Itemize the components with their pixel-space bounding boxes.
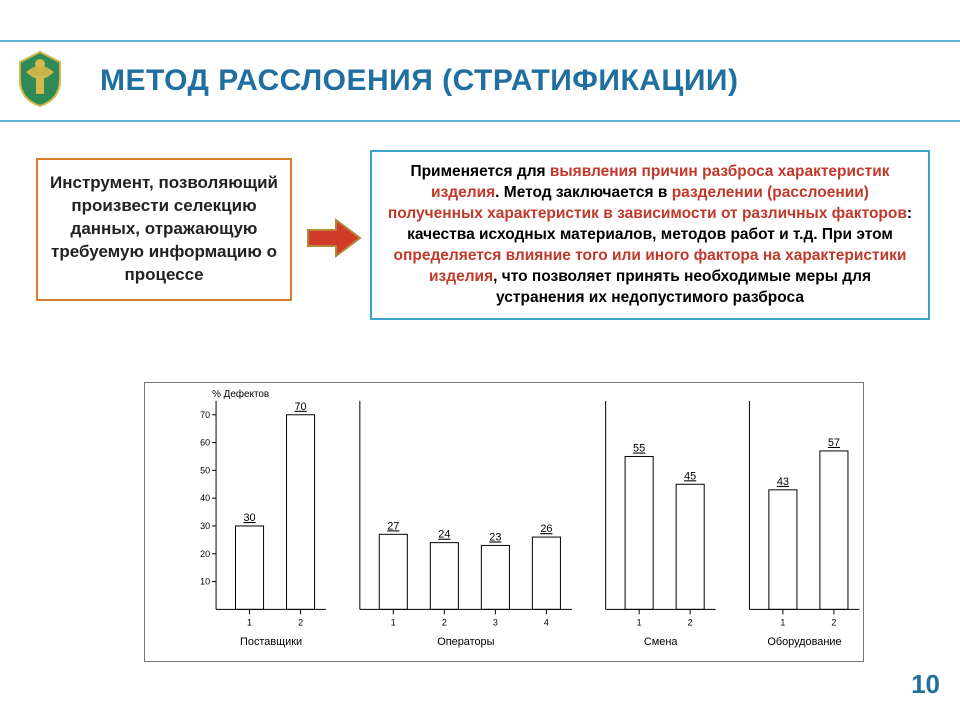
svg-text:23: 23 bbox=[489, 531, 501, 543]
svg-text:2: 2 bbox=[688, 617, 693, 627]
svg-text:2: 2 bbox=[442, 617, 447, 627]
svg-text:70: 70 bbox=[294, 401, 306, 413]
svg-text:57: 57 bbox=[828, 437, 840, 449]
svg-text:30: 30 bbox=[200, 521, 210, 531]
svg-text:40: 40 bbox=[200, 493, 210, 503]
svg-text:27: 27 bbox=[387, 520, 399, 532]
svg-text:30: 30 bbox=[243, 512, 255, 524]
page-number: 10 bbox=[911, 669, 940, 700]
svg-text:4: 4 bbox=[544, 617, 549, 627]
svg-text:2: 2 bbox=[831, 617, 836, 627]
svg-text:50: 50 bbox=[200, 465, 210, 475]
svg-text:20: 20 bbox=[200, 549, 210, 559]
description-segment: , что позволяет принять необходимые меры… bbox=[493, 268, 871, 306]
svg-text:10: 10 bbox=[200, 577, 210, 587]
svg-text:70: 70 bbox=[200, 410, 210, 420]
arrow-icon bbox=[306, 218, 362, 258]
stratification-chart: % Дефектов 10 20 30 40 50 60 70 30 1 70 2 Поставщики… bbox=[145, 383, 863, 661]
svg-text:Оборудование: Оборудование bbox=[767, 636, 841, 648]
chart-container: % Дефектов 10 20 30 40 50 60 70 30 1 70 2 Поставщики… bbox=[144, 382, 864, 662]
svg-text:24: 24 bbox=[438, 529, 450, 541]
description-segment: . Метод заключается в bbox=[495, 184, 672, 201]
svg-text:1: 1 bbox=[247, 617, 252, 627]
svg-text:2: 2 bbox=[298, 617, 303, 627]
svg-text:60: 60 bbox=[200, 438, 210, 448]
svg-text:Смена: Смена bbox=[644, 636, 678, 648]
rule-top bbox=[0, 40, 960, 42]
description-box: Применяется для выявления причин разброс… bbox=[370, 150, 930, 320]
svg-text:Операторы: Операторы bbox=[437, 636, 494, 648]
svg-text:26: 26 bbox=[540, 523, 552, 535]
svg-text:1: 1 bbox=[391, 617, 396, 627]
definition-text: Инструмент, позволяющий произвести селек… bbox=[50, 173, 278, 284]
svg-text:45: 45 bbox=[684, 470, 696, 482]
svg-text:1: 1 bbox=[637, 617, 642, 627]
rule-bottom bbox=[0, 120, 960, 122]
description-segment: Применяется для bbox=[410, 163, 549, 180]
svg-text:3: 3 bbox=[493, 617, 498, 627]
svg-text:1: 1 bbox=[780, 617, 785, 627]
svg-text:% Дефектов: % Дефектов bbox=[212, 389, 269, 400]
page-title: МЕТОД РАССЛОЕНИЯ (СТРАТИФИКАЦИИ) bbox=[100, 64, 738, 98]
svg-text:55: 55 bbox=[633, 443, 645, 455]
definition-box: Инструмент, позволяющий произвести селек… bbox=[36, 158, 292, 301]
svg-text:Поставщики: Поставщики bbox=[240, 636, 302, 648]
emblem-icon bbox=[14, 50, 66, 108]
svg-text:43: 43 bbox=[777, 476, 789, 488]
